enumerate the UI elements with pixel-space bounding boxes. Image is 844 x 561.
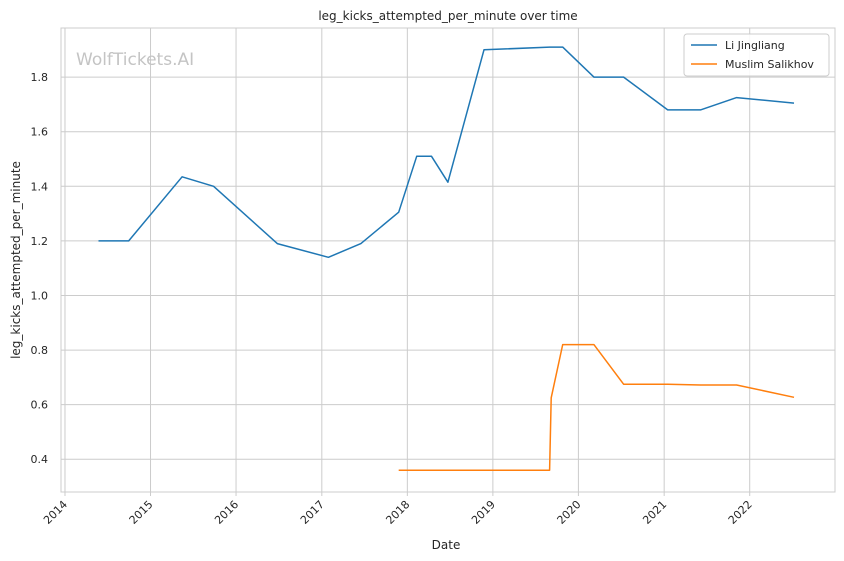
data-point <box>416 155 418 157</box>
data-point <box>700 384 702 386</box>
data-point <box>562 46 564 48</box>
y-tick-label: 0.4 <box>31 453 49 466</box>
y-tick-label: 0.8 <box>31 344 49 357</box>
data-point <box>447 181 449 183</box>
series-line-1 <box>398 343 795 471</box>
legend: Li Jingliang Muslim Salikhov <box>683 33 830 77</box>
data-point <box>562 344 564 346</box>
data-point <box>623 76 625 78</box>
x-tick-label: 2014 <box>41 498 70 527</box>
y-tick-label: 1.0 <box>31 289 49 302</box>
data-point <box>667 383 669 385</box>
watermark: WolfTickets.AI <box>76 50 194 70</box>
data-point <box>398 211 400 213</box>
plot-background <box>61 28 835 492</box>
y-axis-title: leg_kicks_attempted_per_minute <box>9 161 23 359</box>
x-tick-label: 2019 <box>469 498 498 527</box>
data-point <box>483 49 485 51</box>
y-tick-label: 0.6 <box>31 399 49 412</box>
data-point <box>549 46 551 48</box>
data-point <box>667 109 669 111</box>
data-point <box>549 469 551 471</box>
data-point <box>593 76 595 78</box>
data-point <box>181 176 183 178</box>
data-point <box>793 396 795 398</box>
data-point <box>98 240 100 242</box>
x-tick-label: 2017 <box>298 498 327 527</box>
legend-box <box>683 33 830 77</box>
data-point <box>213 185 215 187</box>
data-point <box>593 344 595 346</box>
y-tick-label: 1.4 <box>31 180 49 193</box>
grid <box>61 28 835 492</box>
y-tick-label: 1.8 <box>31 71 49 84</box>
chart-title: leg_kicks_attempted_per_minute over time <box>318 9 577 23</box>
data-point <box>793 102 795 104</box>
y-tick-label: 1.2 <box>31 235 49 248</box>
plot-frame <box>60 27 836 493</box>
data-point <box>328 256 330 258</box>
data-point <box>700 109 702 111</box>
x-tick-label: 2022 <box>726 498 755 527</box>
x-tick-label: 2020 <box>555 498 584 527</box>
x-tick-label: 2021 <box>640 498 669 527</box>
x-tick-label: 2015 <box>127 498 156 527</box>
x-tick-label: 2018 <box>383 498 412 527</box>
series-line-0 <box>98 46 795 259</box>
data-point <box>360 243 362 245</box>
x-axis-title: Date <box>432 538 461 552</box>
legend-label: Li Jingliang <box>725 39 785 52</box>
data-point <box>128 240 130 242</box>
data-point <box>623 383 625 385</box>
y-axis-ticks: 0.4 0.6 0.8 1.0 1.2 1.4 1.6 1.8 <box>31 71 49 466</box>
data-point <box>398 469 400 471</box>
y-tick-label: 1.6 <box>31 126 49 139</box>
x-tick-label: 2016 <box>212 498 241 527</box>
data-point <box>276 243 278 245</box>
legend-label: Muslim Salikhov <box>725 58 814 71</box>
series-layer <box>98 46 795 471</box>
data-point <box>736 97 738 99</box>
data-point <box>431 155 433 157</box>
data-point <box>550 397 552 399</box>
x-axis-ticks: 2014 2015 2016 2017 2018 2019 2020 2021 2022 <box>41 492 755 527</box>
data-point <box>736 384 738 386</box>
